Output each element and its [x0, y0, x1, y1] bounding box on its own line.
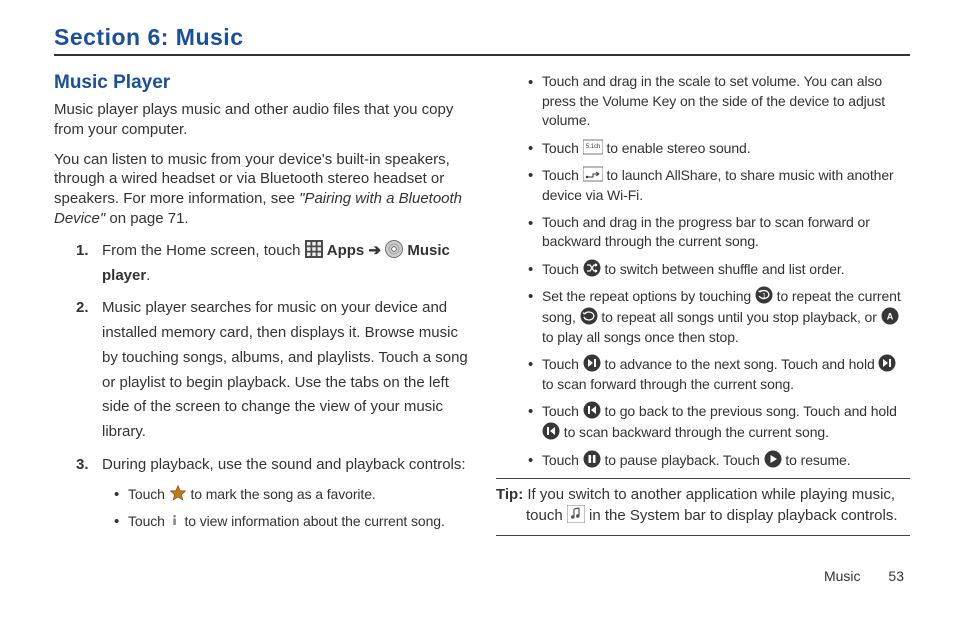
- section-title: Section 6: Music: [54, 24, 910, 56]
- t: to view information about the current so…: [184, 513, 444, 529]
- t: to play all songs once then stop.: [542, 329, 739, 345]
- sub-progress: Touch and drag in the progress bar to sc…: [530, 213, 910, 252]
- arrow-icon: ➔: [368, 242, 385, 259]
- t: to go back to the previous song. Touch a…: [604, 403, 896, 419]
- t: Touch: [542, 167, 583, 183]
- tip-b: in the System bar to display playback co…: [589, 507, 897, 524]
- repeat-one-icon: [755, 286, 773, 304]
- allshare-icon: [583, 165, 603, 183]
- steps-list: From the Home screen, touch Apps ➔ Music…: [54, 239, 468, 532]
- prev-hold-icon: [542, 422, 560, 440]
- apps-label: Apps: [327, 242, 365, 259]
- footer-chapter: Music: [824, 568, 861, 584]
- step-2: Music player searches for music on your …: [82, 296, 468, 445]
- intro2-b: on page 71.: [105, 210, 188, 227]
- t: Touch: [542, 452, 583, 468]
- right-column: Touch and drag in the scale to set volum…: [496, 66, 910, 542]
- subheading: Music Player: [54, 72, 468, 94]
- t: Touch: [128, 486, 169, 502]
- info-icon: [169, 511, 181, 529]
- t: to scan backward through the current son…: [564, 424, 829, 440]
- sub-pause: Touch to pause playback. Touch to resume…: [530, 450, 910, 471]
- step-1: From the Home screen, touch Apps ➔ Music…: [82, 239, 468, 289]
- sub-next: Touch to advance to the next song. Touch…: [530, 354, 910, 394]
- next-icon: [583, 354, 601, 372]
- step-3: During playback, use the sound and playb…: [82, 453, 468, 532]
- intro-paragraph-2: You can listen to music from your device…: [54, 150, 468, 229]
- sub-info: Touch to view information about the curr…: [116, 511, 468, 532]
- next-hold-icon: [878, 354, 896, 372]
- tip-label: Tip:: [496, 486, 523, 503]
- prev-icon: [583, 401, 601, 419]
- t: Touch: [542, 140, 583, 156]
- page-footer: Music 53: [54, 568, 910, 584]
- t: Touch: [542, 356, 583, 372]
- footer-page-number: 53: [888, 568, 904, 584]
- step3-sublist-right: Touch and drag in the scale to set volum…: [496, 72, 910, 470]
- t: Touch: [542, 403, 583, 419]
- t: Set the repeat options by touching: [542, 288, 755, 304]
- sub-prev: Touch to go back to the previous song. T…: [530, 401, 910, 442]
- left-column: Music Player Music player plays music an…: [54, 66, 468, 542]
- divider-bottom: [496, 535, 910, 536]
- content-columns: Music Player Music player plays music an…: [54, 66, 910, 542]
- t: to pause playback. Touch: [604, 452, 763, 468]
- step3-text: During playback, use the sound and playb…: [102, 456, 466, 473]
- sub-shuffle: Touch to switch between shuffle and list…: [530, 259, 910, 280]
- t: to advance to the next song. Touch and h…: [604, 356, 878, 372]
- step1-c: .: [146, 267, 150, 284]
- t: to switch between shuffle and list order…: [604, 261, 844, 277]
- t: Touch: [128, 513, 169, 529]
- step3-sublist-left: Touch to mark the song as a favorite. To…: [102, 484, 468, 532]
- t: Touch: [542, 261, 583, 277]
- t: to mark the song as a favorite.: [190, 486, 375, 502]
- shuffle-icon: [583, 259, 601, 277]
- t: to repeat all songs until you stop playb…: [601, 309, 880, 325]
- repeat-all-icon: [580, 307, 598, 325]
- play-icon: [764, 450, 782, 468]
- pause-icon: [583, 450, 601, 468]
- divider: [496, 478, 910, 479]
- sub-stereo: Touch to enable stereo sound.: [530, 138, 910, 159]
- page: Section 6: Music Music Player Music play…: [0, 0, 954, 594]
- repeat-once-icon: [881, 307, 899, 325]
- sub-favorite: Touch to mark the song as a favorite.: [116, 484, 468, 505]
- intro-paragraph-1: Music player plays music and other audio…: [54, 100, 468, 140]
- note-icon: [567, 505, 585, 523]
- t: to resume.: [785, 452, 850, 468]
- tip-paragraph: Tip: If you switch to another applicatio…: [496, 485, 910, 527]
- t: to enable stereo sound.: [606, 140, 750, 156]
- star-icon: [169, 484, 187, 502]
- t: to scan forward through the current song…: [542, 376, 794, 392]
- musicplayer-icon: [385, 240, 403, 258]
- sub-allshare: Touch to launch AllShare, to share music…: [530, 165, 910, 205]
- step1-a: From the Home screen, touch: [102, 242, 305, 259]
- apps-icon: [305, 240, 323, 258]
- stereo-icon: [583, 138, 603, 156]
- sub-volume: Touch and drag in the scale to set volum…: [530, 72, 910, 131]
- sub-repeat: Set the repeat options by touching to re…: [530, 286, 910, 347]
